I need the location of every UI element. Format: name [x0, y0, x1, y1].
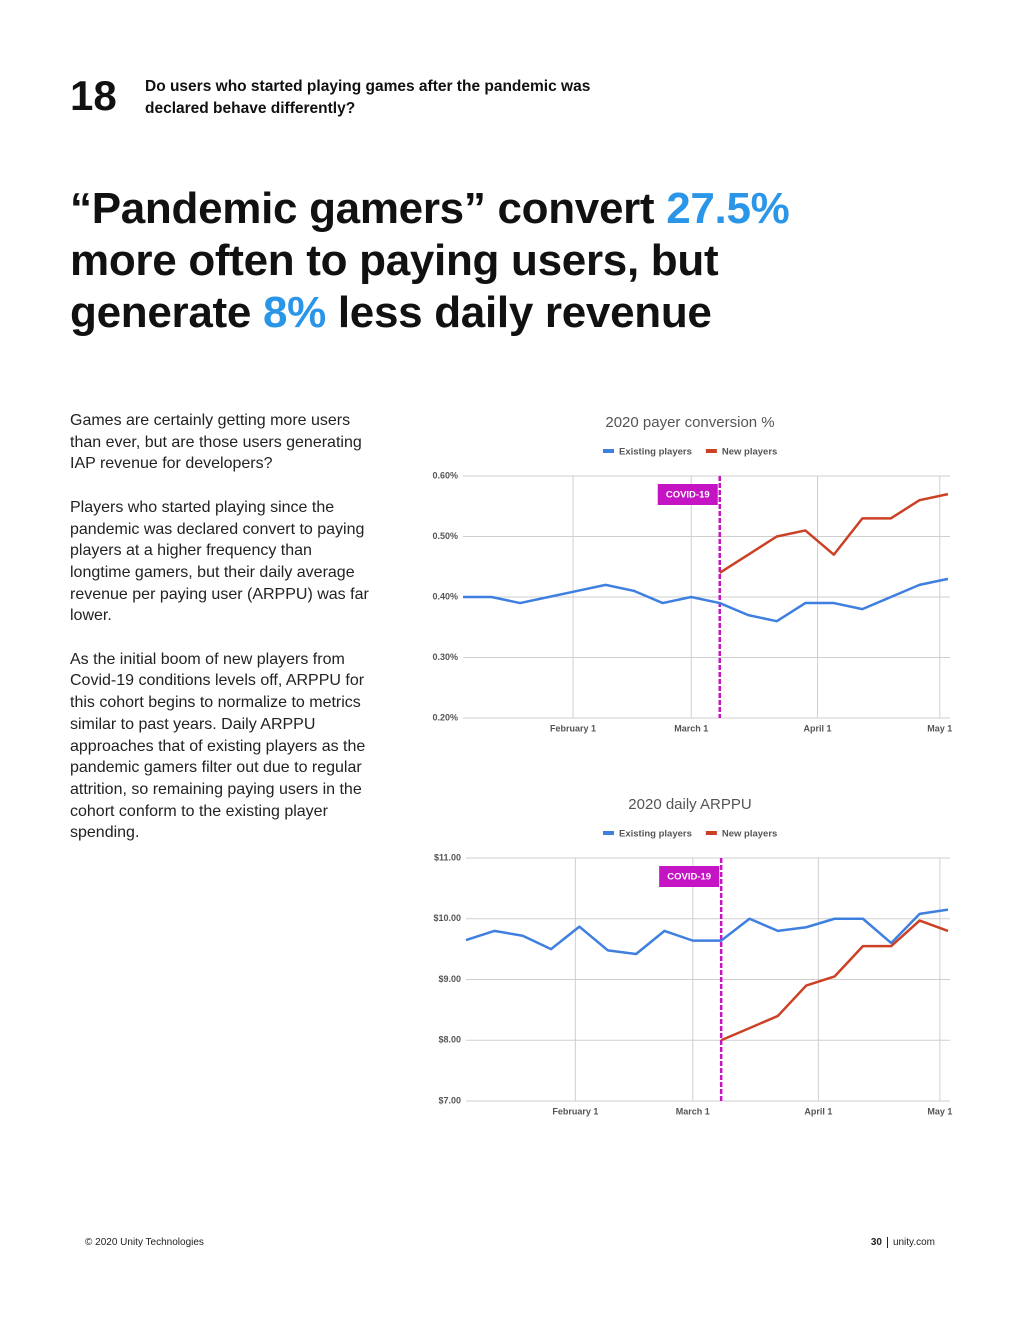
x-tick-label: February 1	[552, 1106, 598, 1116]
x-tick-label: March 1	[676, 1106, 710, 1116]
legend-swatch	[603, 831, 614, 835]
chart: 2020 daily ARPPU Existing players New play…	[433, 796, 952, 1116]
x-tick-label: April 1	[804, 1106, 832, 1116]
chart-title: 2020 daily ARPPU	[628, 796, 751, 813]
x-tick-label: February 1	[550, 723, 596, 733]
paragraph: Games are certainly getting more users t…	[70, 412, 362, 473]
y-tick-label: $7.00	[438, 1095, 461, 1105]
x-tick-label: May 1	[927, 723, 952, 733]
y-tick-label: $11.00	[434, 852, 461, 862]
paragraph: Players who started playing since the pa…	[70, 498, 369, 625]
headline-text: generate	[70, 288, 263, 337]
legend-label: Existing players	[619, 829, 692, 840]
legend-swatch	[603, 449, 614, 453]
y-tick-label: 0.40%	[432, 591, 458, 601]
headline: “Pandemic gamers” convert 27.5% more ofte…	[70, 183, 930, 339]
legend-label: New players	[722, 447, 777, 458]
copyright: © 2020 Unity Technologies	[85, 1237, 204, 1248]
chart: 2020 payer conversion % Existing players N…	[432, 414, 952, 733]
annotation-box	[657, 484, 718, 505]
legend-swatch	[705, 831, 717, 835]
y-tick-label: $8.00	[438, 1035, 461, 1045]
y-tick-label: 0.20%	[432, 712, 458, 722]
headline-text: less daily revenue	[325, 288, 712, 337]
page-info: 30 unity.com	[871, 1237, 935, 1248]
site: unity.com	[886, 1237, 935, 1248]
x-tick-label: April 1	[804, 723, 832, 733]
y-tick-label: $9.00	[438, 974, 461, 984]
body-text: Games are certainly getting more users t…	[70, 410, 375, 866]
legend-label: New players	[722, 829, 777, 840]
annotation-label: COVID-19	[666, 490, 710, 501]
y-tick-label: 0.50%	[432, 531, 458, 541]
x-tick-label: March 1	[674, 723, 708, 733]
x-tick-label: May 1	[927, 1106, 952, 1116]
headline-text: “Pandemic gamers” convert	[70, 184, 667, 233]
series-line	[463, 577, 949, 623]
annotation-box	[659, 866, 720, 887]
legend-label: Existing players	[619, 447, 692, 458]
section-question: Do users who started playing games after…	[145, 78, 591, 117]
headline-highlight: 27.5%	[666, 184, 790, 233]
headline-highlight: 8%	[262, 288, 326, 337]
section-number: 18	[70, 72, 117, 119]
legend-swatch	[705, 449, 717, 453]
y-tick-label: 0.60%	[432, 470, 458, 480]
headline-text: more often to paying users, but	[70, 236, 719, 285]
paragraph: As the initial boom of new players from …	[70, 650, 366, 842]
chart-title: 2020 payer conversion %	[605, 414, 774, 431]
series-line	[720, 919, 949, 1042]
y-tick-label: $10.00	[433, 913, 461, 923]
series-line	[465, 908, 949, 956]
y-tick-label: 0.30%	[432, 652, 458, 662]
series-line	[719, 492, 949, 574]
annotation-label: COVID-19	[667, 872, 711, 883]
page-number: 30	[870, 1237, 882, 1248]
